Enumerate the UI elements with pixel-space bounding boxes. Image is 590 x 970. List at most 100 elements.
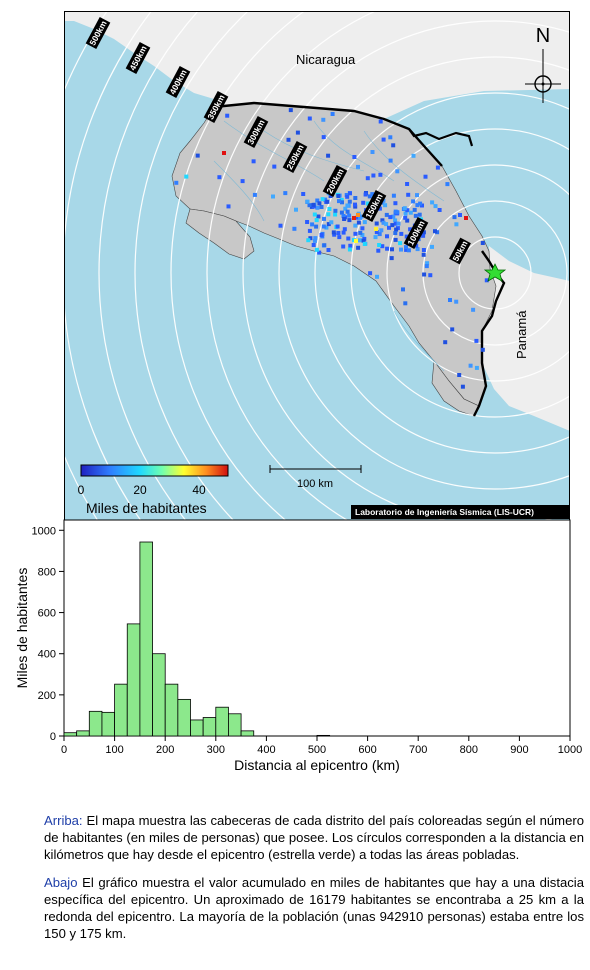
x-axis-label: Distancia al epicentro (km) [234,757,400,773]
district-point [345,203,350,208]
district-point [379,228,384,233]
district-point [378,119,383,124]
district-point [388,135,393,140]
district-point [411,199,416,204]
district-point [295,130,300,135]
country-label-nicaragua: Nicaragua [296,52,356,67]
district-point [365,176,370,181]
district-point [393,209,398,214]
district-point [399,231,404,236]
district-point [385,246,390,251]
district-point [393,231,398,236]
district-point [326,212,331,217]
colorbar-tick-0: 0 [78,483,85,497]
district-point [405,208,410,213]
district-point [252,192,257,197]
district-point [321,117,326,122]
district-point [316,214,321,219]
district-point [361,200,366,205]
district-point [452,215,457,220]
district-point [430,200,435,205]
district-point [468,363,473,368]
district-point [222,151,226,155]
x-tick-label: 100 [105,744,123,756]
district-points [174,108,489,389]
district-point [362,220,367,225]
district-point [330,112,335,116]
district-point [393,218,398,223]
district-point [335,224,340,229]
caption-bottom: Abajo El gráfico muestra el valor acumul… [44,874,584,942]
district-point [413,213,418,218]
district-point [424,264,429,269]
district-point [339,210,344,215]
district-point [384,212,389,217]
district-point [370,192,375,197]
district-point [352,216,356,220]
colorbar-tick-40: 40 [192,483,206,497]
district-point [365,201,370,206]
colorbar-title: Miles de habitantes [86,500,207,516]
district-point [395,169,400,174]
histogram-bar [88,710,103,737]
district-point [345,209,350,214]
district-point [347,199,352,204]
histogram-bar [316,734,331,737]
district-point [342,217,347,221]
district-point [305,220,310,224]
district-point [380,244,385,249]
distance-ring [278,56,570,490]
district-point [405,182,410,186]
district-point [320,197,325,202]
x-tick-label: 600 [358,744,376,756]
district-point [390,223,395,228]
district-point [408,210,413,215]
caption: Arriba: El mapa muestra las cabeceras de… [44,812,584,953]
district-point [308,236,313,241]
district-point [345,194,350,199]
x-tick-label: 400 [257,744,275,756]
district-point [408,227,413,232]
district-point [474,365,479,370]
district-point [421,248,426,252]
district-point [312,212,317,217]
distance-ring [350,128,570,418]
district-point [414,243,419,248]
district-point [417,212,422,217]
district-point [305,199,310,204]
scale-bar-label: 100 km [297,478,333,490]
district-point [321,135,326,140]
district-point [321,224,326,229]
district-point [484,278,489,283]
district-point [315,198,320,203]
caption-bottom-text: El gráfico muestra el valor acumulado en… [44,875,584,941]
district-point [391,143,396,148]
district-point [353,196,358,200]
district-point [406,192,411,197]
district-point [433,229,437,234]
district-point [353,223,358,228]
map-svg: 50km 100km 150km 200km 250km 300km 350km… [64,11,570,521]
district-point [368,271,373,276]
district-point [351,238,356,243]
nicaragua-border [213,101,443,167]
district-point [474,338,479,343]
district-point [314,218,319,223]
x-tick-label: 500 [308,744,326,756]
district-point [480,241,485,245]
district-point [383,203,388,208]
district-point [384,222,389,227]
district-point [433,204,438,209]
district-point [283,191,288,196]
district-point [367,194,372,199]
district-point [288,108,293,113]
district-point [435,165,440,170]
district-point [373,235,378,240]
district-point [329,220,334,225]
district-point [396,221,401,226]
distance-ring [98,11,199,521]
district-point [317,250,322,255]
district-point [311,202,316,207]
district-point [402,206,407,211]
district-point [271,194,275,199]
